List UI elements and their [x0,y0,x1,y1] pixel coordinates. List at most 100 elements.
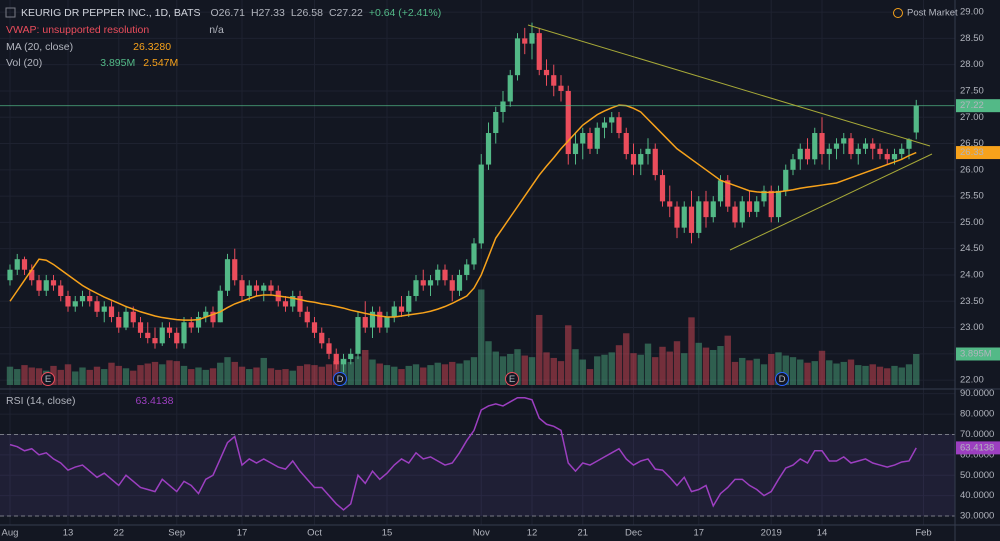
candle-body [159,327,165,344]
volume-bar [420,367,427,385]
vwap-value: n/a [209,24,224,36]
volume-bar [246,369,253,385]
candle-body [152,338,158,344]
candle-body [311,322,318,333]
volume-bar [710,349,717,385]
volume-bar [217,362,224,385]
candle-body [572,143,579,155]
candle-body [761,190,767,202]
volume-bar [427,365,434,385]
change: +0.64 (+2.41%) [369,7,441,19]
volume-bar [79,367,86,385]
ma-legend: MA (20, close) 26.3280 [6,41,171,53]
candle-body [464,264,470,275]
volume-bar [659,346,666,385]
candle-body [804,148,811,160]
rsi-label: RSI (14, close) [6,395,75,407]
open: O26.71 [211,7,246,19]
volume-bar [507,353,514,385]
candle-body [609,117,615,123]
candle-body [478,164,484,244]
candle-body [485,133,492,165]
volume-bar [862,365,869,385]
candle-body [398,306,405,312]
y-tick-label: 23.50 [960,296,984,307]
volume-bar [855,365,862,385]
candle-body [108,306,115,318]
volume-bar [673,341,681,385]
candle-body [65,295,71,307]
volume-bar [260,357,267,385]
volume-bar [681,353,688,385]
x-tick-label: Feb [915,528,931,539]
header-line: KEURIG DR PEPPER INC., 1D, BATS O26.71 H27… [21,7,441,19]
volume-bar [717,345,724,385]
candle-body [36,280,42,291]
price-tag-bg [956,99,1000,113]
candle-body [775,190,782,218]
event-label: D [337,374,344,385]
volume-bar [188,369,195,385]
candle-body [551,75,557,86]
volume-bar [362,349,369,385]
y-tick-label: 23.00 [960,322,984,333]
volume-bar [637,354,644,385]
candle-body [681,206,687,228]
volume-bar [557,361,565,385]
candle-body [812,133,818,160]
volume-bar [296,365,304,385]
candle-body [72,301,78,307]
volume-bar [630,353,637,385]
rsi-tick-label: 30.0000 [960,511,994,522]
x-tick-label: 2019 [761,528,782,539]
y-tick-label: 27.00 [960,112,984,123]
volume-bar [441,364,449,385]
symbol-title: KEURIG DR PEPPER INC., 1D, BATS [21,7,201,19]
candle-body [855,148,861,155]
candle-body [696,201,702,233]
volume-bar [724,335,731,385]
candle-body [137,322,144,333]
price-tag-bg [956,441,1000,455]
rsi-line [9,397,917,511]
candle-body [790,159,796,170]
x-tick-label: Oct [307,528,322,539]
volume-bar [797,359,804,385]
volume-bar [833,363,840,385]
event-marker [775,372,789,386]
candle-body [710,201,716,218]
volume-bar [369,359,376,385]
volume-bar [804,362,811,385]
rsi-tick-label: 70.0000 [960,429,994,440]
volume-bar [391,366,398,385]
candle-body [456,274,463,291]
volume-bar [231,361,238,385]
volume-bar [318,366,325,385]
candle-body [333,353,339,365]
candle-body [391,306,397,318]
volume-bar [209,368,217,385]
y-tick-label: 22.00 [960,375,984,386]
candle-body [746,201,753,212]
candle-body [580,133,586,144]
candle-body [282,301,289,307]
volume-bar [565,325,572,385]
volume-bar [137,365,144,385]
volume-bar [354,356,362,385]
candle-body [195,317,202,328]
y-tick-label: 27.50 [960,85,984,96]
rsi-tick-label: 90.0000 [960,388,994,399]
x-tick-label: Aug [2,528,19,539]
vol-label: Vol (20) [6,57,42,69]
x-tick-label: Nov [473,528,490,539]
volume-bar [412,364,420,385]
candle-body [326,343,332,354]
volume-bar [289,370,296,385]
candle-body [130,311,136,323]
candle-body [754,201,760,212]
volume-bar [195,367,202,385]
rsi-band-fill [0,434,955,517]
candle-body [297,295,303,312]
